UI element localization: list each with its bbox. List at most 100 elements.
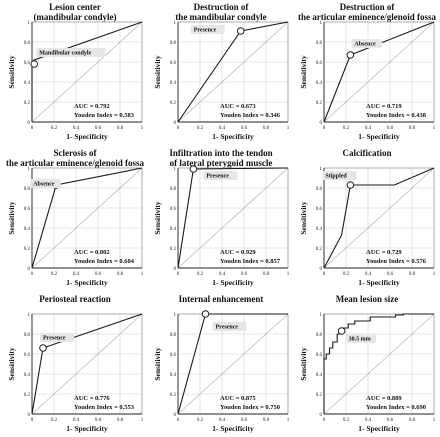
cutoff-point-marker	[189, 165, 198, 173]
x-axis-label: 1- Specificity	[358, 424, 400, 433]
x-axis-label: 1- Specificity	[212, 278, 254, 287]
x-tick-label: 0.4	[219, 272, 226, 277]
x-tick-label: 0.4	[73, 272, 80, 277]
y-tick-label: 0.2	[170, 393, 177, 398]
x-axis-label: 1- Specificity	[358, 278, 400, 287]
y-tick-label: 0.8	[316, 333, 323, 338]
x-tick-label: 0	[31, 418, 34, 423]
cutoff-point-marker	[346, 51, 355, 59]
roc-chart: 0 0.2 0.4 0.6 0.8 1 0 0.2 0.4 0.6 0.8 1 1- Specifici…	[7, 167, 144, 287]
y-tick-label: 0.6	[316, 61, 323, 66]
x-tick-label: 1	[287, 126, 290, 131]
y-tick-label: 0.6	[170, 207, 177, 212]
y-tick-label: 0.8	[24, 333, 31, 338]
y-tick-label: 0.2	[170, 247, 177, 252]
roc-chart: 0 0.2 0.4 0.6 0.8 1 0 0.2 0.4 0.6 0.8 1 1- Specifici…	[153, 310, 290, 433]
x-tick-label: 0	[31, 126, 34, 131]
auc-annotation: AUC = 0.889	[366, 395, 402, 402]
x-tick-label: 0.6	[387, 418, 394, 423]
x-axis-label: 1- Specificity	[212, 132, 254, 141]
y-tick-label: 0.6	[316, 207, 323, 212]
panel-title: Destruction of the mandibular condyle	[148, 2, 294, 22]
youden-annotation: Youden Index = 0.690	[366, 404, 426, 411]
x-axis-label: 1- Specificity	[358, 132, 400, 141]
x-tick-label: 0	[177, 418, 180, 423]
cutoff-label: Presence	[194, 28, 217, 34]
y-axis-label: Sensitivity	[299, 347, 308, 381]
x-tick-label: 0.6	[95, 418, 102, 423]
y-axis-label: Sensitivity	[299, 55, 308, 89]
x-tick-label: 0	[31, 272, 34, 277]
x-tick-label: 0.8	[263, 272, 270, 277]
x-tick-label: 0.2	[51, 418, 58, 423]
cutoff-label-box	[351, 39, 382, 48]
auc-annotation: AUC = 0.673	[220, 103, 256, 110]
youden-annotation: Youden Index = 0.438	[366, 112, 427, 119]
x-tick-label: 0.2	[343, 272, 350, 277]
y-tick-label: 0.2	[170, 101, 177, 106]
y-tick-label: 0.6	[24, 207, 31, 212]
y-tick-label: 0.2	[24, 247, 31, 252]
y-tick-label: 0.6	[170, 61, 177, 66]
cutoff-label-box	[190, 25, 225, 34]
youden-annotation: Youden Index = 0.750	[220, 404, 280, 411]
x-tick-label: 1	[433, 126, 436, 131]
cutoff-label-box	[203, 171, 238, 180]
y-tick-label: 0.8	[170, 41, 177, 46]
x-tick-label: 0.2	[343, 126, 350, 131]
panel-title-line: Sclerosis of	[53, 148, 97, 158]
y-tick-label: 0.4	[170, 81, 177, 86]
y-tick-label: 0.8	[316, 187, 323, 192]
y-tick-label: 0.8	[24, 187, 31, 192]
y-tick-label: 0	[174, 413, 177, 418]
y-tick-label: 0.2	[316, 101, 323, 106]
panel-title-line: Lesion center	[49, 2, 101, 12]
x-axis-label: 1- Specificity	[66, 132, 108, 141]
y-tick-label: 0	[174, 121, 177, 126]
x-tick-label: 0.8	[263, 418, 270, 423]
reference-diagonal-line	[177, 167, 289, 269]
panel-title: Infiltration into the tendon of lateral p…	[148, 148, 294, 168]
x-tick-label: 0.2	[197, 272, 204, 277]
cutoff-label-box	[30, 179, 61, 188]
x-tick-label: 0.4	[365, 272, 372, 277]
cutoff-point-marker	[236, 27, 245, 35]
x-tick-label: 0.2	[51, 126, 58, 131]
y-tick-label: 1	[320, 21, 323, 26]
x-tick-label: 1	[433, 272, 436, 277]
y-tick-label: 0.2	[24, 393, 31, 398]
panel-title-line: the articular eminence/glenoid fossa	[297, 12, 437, 22]
panel-title-line: Infiltration into the tendon	[169, 148, 273, 158]
y-tick-label: 1	[320, 167, 323, 172]
x-tick-label: 0.2	[197, 418, 204, 423]
x-tick-label: 0.8	[409, 126, 416, 131]
y-tick-label: 0	[28, 121, 31, 126]
roc-panel: Lesion center (mandibular condyle) 0 0.2 0.4…	[2, 0, 148, 145]
x-tick-label: 0.6	[241, 418, 248, 423]
y-tick-label: 0.4	[24, 81, 31, 86]
x-tick-label: 0.4	[73, 126, 80, 131]
roc-chart: 0 0.2 0.4 0.6 0.8 1 0 0.2 0.4 0.6 0.8 1 1- Specifici…	[299, 167, 436, 287]
cutoff-point-marker	[346, 181, 355, 189]
x-tick-label: 0.4	[219, 126, 226, 131]
panel-title-line: Mean lesion size	[335, 294, 399, 304]
x-tick-label: 0.8	[263, 126, 270, 131]
auc-annotation: AUC = 0.729	[366, 249, 402, 256]
y-tick-label: 0.8	[170, 333, 177, 338]
cutoff-label-box	[322, 171, 357, 180]
y-tick-label: 0.2	[24, 101, 31, 106]
y-tick-label: 0.2	[316, 393, 323, 398]
roc-chart: 0 0.2 0.4 0.6 0.8 1 0 0.2 0.4 0.6 0.8 1 1- Specifici…	[7, 313, 144, 433]
x-tick-label: 0.6	[387, 272, 394, 277]
roc-panel: Calcification 0 0.2 0.4 0.6 0.8 1 0 0.2 0.4 0.6 0.8…	[294, 146, 440, 291]
x-tick-label: 0.8	[117, 126, 124, 131]
x-tick-label: 0.6	[387, 126, 394, 131]
auc-annotation: AUC = 0.776	[74, 395, 110, 402]
roc-panel: Infiltration into the tendon of lateral p…	[148, 146, 294, 291]
y-tick-label: 0	[320, 413, 323, 418]
y-tick-label: 0.8	[170, 187, 177, 192]
roc-chart: 0 0.2 0.4 0.6 0.8 1 0 0.2 0.4 0.6 0.8 1 1- Specifici…	[299, 21, 436, 141]
youden-annotation: Youden Index = 0.857	[220, 258, 281, 265]
y-tick-label: 0.4	[316, 373, 323, 378]
